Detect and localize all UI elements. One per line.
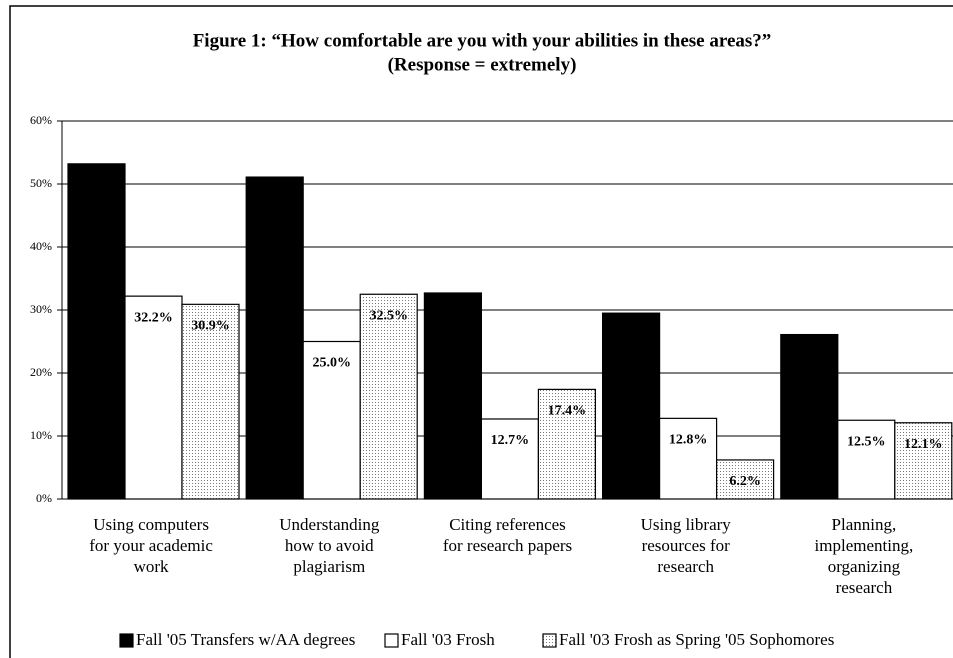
- x-tick-label: Using computers for your academic work: [89, 515, 213, 576]
- legend-label: Fall '05 Transfers w/AA degrees: [136, 630, 355, 649]
- bar: [124, 295, 183, 500]
- y-tick-label: 30%: [30, 302, 52, 316]
- y-tick-label: 20%: [30, 365, 52, 379]
- legend-swatch: [119, 633, 134, 648]
- data-label: 12.5%: [847, 434, 886, 449]
- data-label: 12.7%: [491, 433, 530, 448]
- bar: [537, 388, 597, 500]
- data-label: 32.2%: [134, 310, 173, 325]
- bar: [658, 417, 718, 500]
- data-label: 51.1%: [255, 191, 294, 206]
- bar: [67, 163, 126, 500]
- bar: [359, 293, 418, 500]
- y-tick-label: 50%: [30, 176, 52, 190]
- x-tick-label: Planning, implementing, organizing research: [815, 515, 914, 597]
- data-label: 32.7%: [434, 307, 473, 322]
- bar: [423, 292, 482, 500]
- y-tick-label: 40%: [30, 239, 52, 253]
- data-label: 53.2%: [77, 178, 116, 193]
- bar: [837, 419, 896, 500]
- data-label: 12.8%: [669, 433, 708, 448]
- legend-label: Fall '03 Frosh: [401, 630, 495, 649]
- data-label: 25.0%: [312, 356, 351, 371]
- bar: [245, 176, 304, 500]
- bar: [601, 312, 661, 500]
- data-label: 32.5%: [369, 308, 408, 323]
- legend-swatch: [542, 633, 557, 648]
- data-label: 30.9%: [191, 319, 230, 334]
- bar: [302, 340, 361, 500]
- y-tick-label: 60%: [30, 113, 52, 127]
- bar: [780, 333, 839, 500]
- bar: [480, 418, 539, 500]
- x-tick-label: Using library resources for research: [641, 515, 732, 576]
- x-tick-label: Understanding how to avoid plagiarism: [279, 515, 380, 576]
- data-label: 29.5%: [612, 327, 651, 342]
- bar: [715, 459, 775, 500]
- legend-swatch: [384, 633, 399, 648]
- legend-label: Fall '03 Frosh as Spring '05 Sophomores: [559, 630, 834, 649]
- y-tick-label: 10%: [30, 428, 52, 442]
- data-label: 6.2%: [729, 474, 761, 489]
- data-label: 26.1%: [790, 349, 829, 364]
- y-tick-label: 0%: [36, 491, 52, 505]
- frame: [9, 5, 953, 658]
- chart-title: Figure 1: “How comfortable are you with …: [193, 30, 772, 51]
- bar: [181, 303, 240, 500]
- data-label: 12.1%: [904, 437, 943, 452]
- bar: [894, 422, 953, 500]
- x-tick-label: Citing references for research papers: [443, 515, 572, 555]
- chart-subtitle: (Response = extremely): [388, 54, 577, 75]
- data-label: 17.4%: [548, 404, 587, 419]
